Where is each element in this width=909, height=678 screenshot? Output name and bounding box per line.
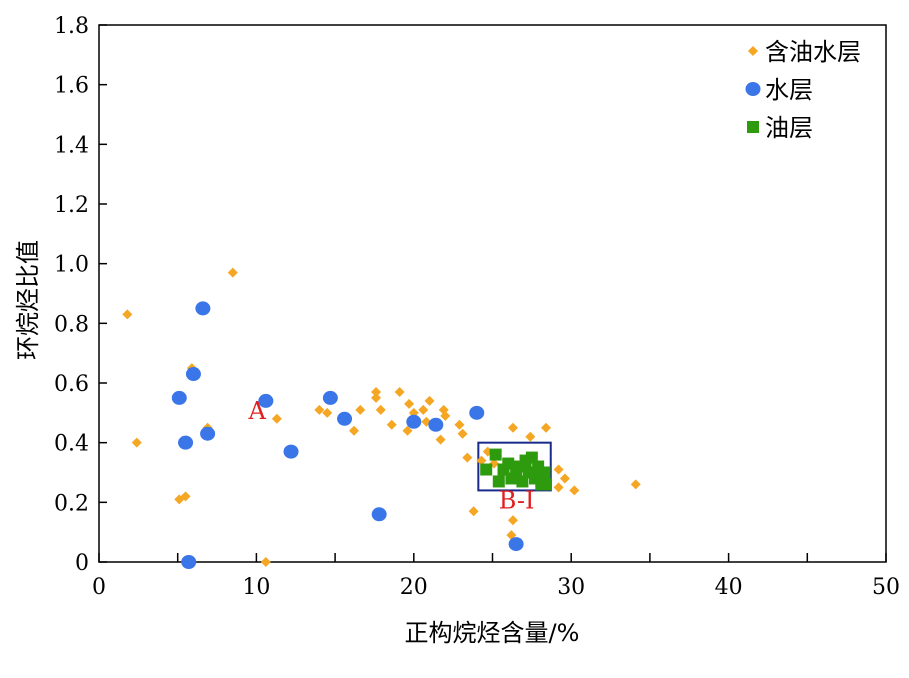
x-tick-label: 20 [400,575,428,600]
axis-ticks: 0 10 20 30 40 50 0 0.2 0.4 0.6 0.8 1.0 1.2 1.4 1.6 1.8 [54,14,900,600]
x-tick-label: 40 [715,575,743,600]
legend-label: 油层 [765,114,813,142]
y-tick-label: 0.2 [54,491,89,516]
point-diamond [457,428,468,439]
point-circle [185,367,201,382]
point-diamond [122,309,133,320]
point-diamond [371,392,382,403]
point-diamond [424,395,435,406]
point-diamond [322,407,333,418]
legend-label: 水层 [765,76,813,104]
legend-marker-square [747,121,759,133]
x-tick-label: 30 [557,575,585,600]
point-diamond [180,491,191,502]
highlight-box-layer [477,441,552,492]
point-diamond [462,452,473,463]
point-diamond [525,431,536,442]
x-tick-label: 10 [242,575,270,600]
point-diamond [271,413,282,424]
point-diamond [541,422,552,433]
y-tick-label: 0.8 [54,312,89,337]
point-diamond [375,404,386,415]
point-diamond [476,455,487,466]
point-circle [508,537,524,552]
y-tick-label: 1.0 [54,253,89,278]
point-diamond [569,485,580,496]
point-circle [195,301,211,316]
point-diamond [355,404,366,415]
point-circle [469,405,485,420]
point-square [480,463,493,476]
annotation-label: A [248,397,267,425]
point-circle [406,414,422,429]
point-square [540,478,553,491]
point-circle [181,555,197,569]
point-diamond [314,404,325,415]
highlight-box [477,441,552,492]
point-circle [171,390,187,405]
plot-frame [98,24,887,563]
point-diamond [559,473,570,484]
y-tick-label: 1.2 [54,193,89,218]
point-diamond [386,419,397,430]
point-circle [337,411,353,426]
point-diamond [454,419,465,430]
x-tick-label: 50 [872,575,900,600]
point-diamond [131,437,142,448]
point-circle [428,417,444,432]
point-square [492,475,505,488]
legend-marker-diamond [748,46,758,56]
point-circle [200,426,216,441]
point-square [538,466,551,479]
point-diamond [507,515,518,526]
point-circle [322,390,338,405]
annotation-label: B-I [499,486,535,514]
point-square [489,448,502,461]
point-diamond [553,464,564,475]
point-diamond [394,386,405,397]
point-circle [371,507,387,522]
point-diamond [371,386,382,397]
y-tick-label: 0.4 [54,432,89,457]
x-tick-label: 0 [92,575,106,600]
point-diamond [468,506,479,517]
point-circle [178,435,194,450]
point-diamond [402,425,413,436]
point-diamond [630,479,641,490]
point-diamond [507,422,518,433]
y-tick-label: 0.6 [54,372,89,397]
point-diamond [435,434,446,445]
point-diamond [348,425,359,436]
point-diamond [260,557,271,567]
y-tick-label: 1.6 [54,74,89,99]
y-tick-label: 1.4 [54,133,89,158]
point-circle [258,393,274,408]
point-diamond [440,410,451,421]
point-circle [283,444,299,459]
annotations: A B-I [248,397,535,515]
y-tick-label: 0 [75,551,89,576]
y-axis-title: 环烷烃比值 [14,240,42,360]
data-points [122,267,641,569]
point-diamond [418,404,429,415]
y-tick-label: 1.8 [54,14,89,39]
point-diamond [404,398,415,409]
point-diamond [553,482,564,493]
point-diamond [227,267,238,278]
x-axis-title: 正构烷烃含量/% [405,619,580,647]
legend-marker-circle [745,82,761,96]
legend-label: 含油水层 [765,38,861,66]
